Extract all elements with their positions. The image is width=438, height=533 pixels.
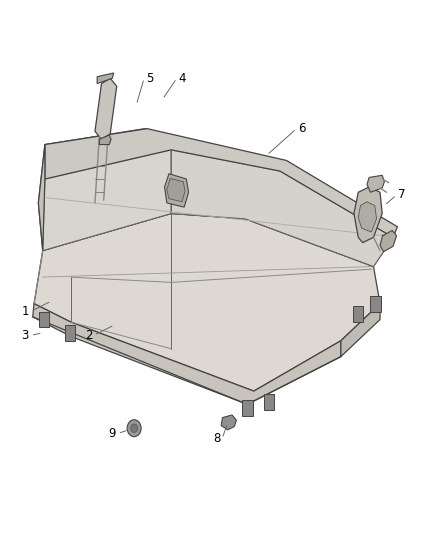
Polygon shape [45, 128, 397, 237]
Polygon shape [171, 150, 393, 266]
Polygon shape [341, 304, 380, 357]
Polygon shape [242, 400, 253, 416]
Text: 1: 1 [21, 305, 29, 318]
Polygon shape [39, 312, 49, 327]
Polygon shape [33, 304, 341, 405]
Polygon shape [95, 78, 117, 139]
Polygon shape [354, 187, 382, 243]
Text: 4: 4 [178, 72, 186, 85]
Polygon shape [264, 394, 274, 410]
Text: 7: 7 [398, 189, 406, 201]
Polygon shape [99, 135, 111, 144]
Polygon shape [367, 175, 385, 192]
Text: 2: 2 [85, 329, 92, 342]
Circle shape [131, 424, 138, 432]
Polygon shape [358, 202, 377, 232]
Polygon shape [43, 150, 171, 251]
Circle shape [127, 419, 141, 437]
Polygon shape [97, 73, 114, 84]
Text: 6: 6 [298, 122, 305, 135]
Text: 9: 9 [109, 427, 116, 440]
Polygon shape [165, 174, 188, 207]
Polygon shape [380, 230, 396, 252]
Polygon shape [371, 296, 381, 312]
Polygon shape [65, 325, 75, 341]
Text: 8: 8 [213, 432, 220, 446]
Polygon shape [34, 214, 380, 391]
Polygon shape [167, 179, 185, 202]
Polygon shape [39, 128, 393, 266]
Text: 3: 3 [21, 329, 29, 342]
Polygon shape [221, 415, 237, 430]
Polygon shape [353, 306, 364, 322]
Polygon shape [39, 144, 45, 251]
Text: 5: 5 [146, 72, 153, 85]
